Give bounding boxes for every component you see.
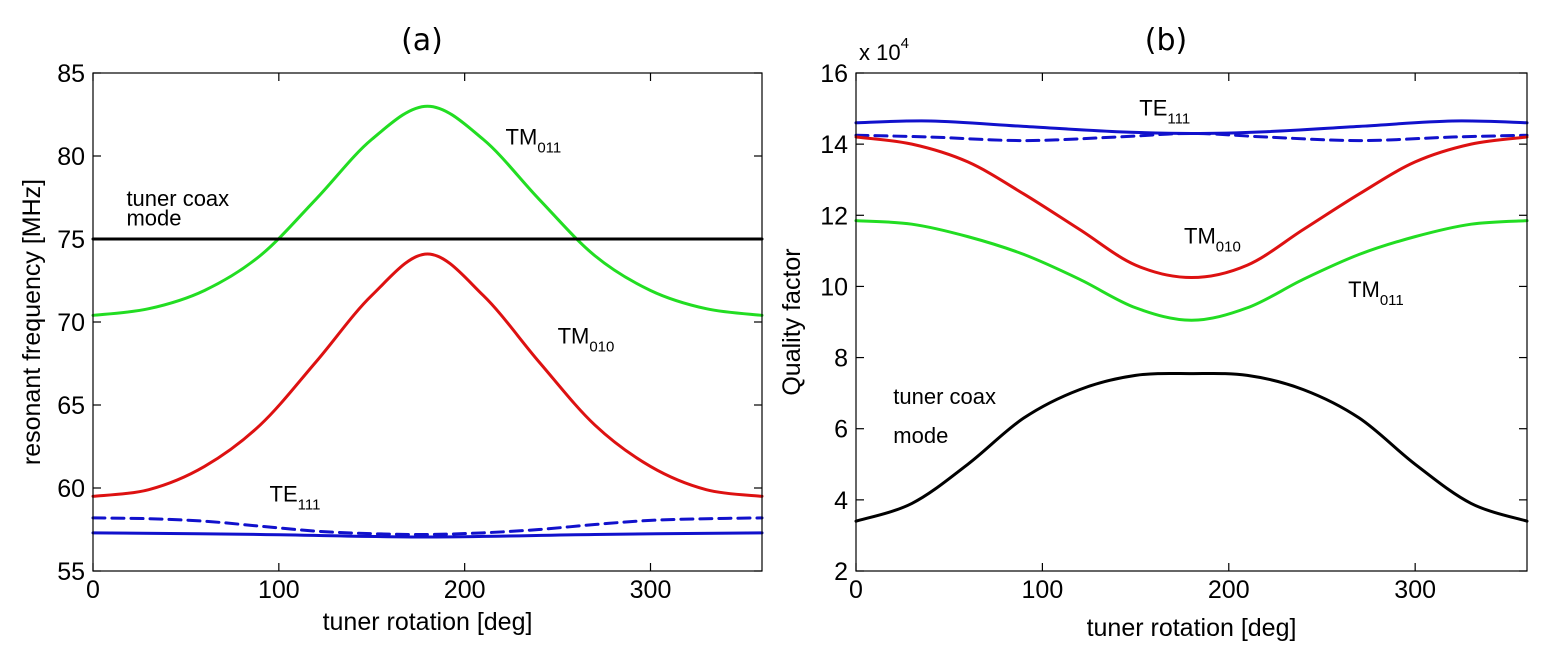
- series-line-b-tm011: [854, 219, 1529, 322]
- chart-title-b: (b): [1145, 23, 1187, 58]
- series-line-b-te111-dashed: [854, 131, 1529, 143]
- y-tick-label-b-3: 8: [834, 345, 848, 373]
- series-line-a-tm011: [91, 104, 764, 317]
- scale-base: x 10: [859, 40, 901, 65]
- axes-box-b: [855, 72, 1528, 572]
- y-tick-label-a-4: 75: [57, 226, 85, 254]
- y-axis-label-a: resonant frequency [MHz]: [18, 179, 46, 465]
- series-line-b-tuner-coax-mode: [854, 371, 1529, 523]
- series-line-a-tm010: [91, 252, 764, 498]
- series-line-b-tm010: [854, 135, 1529, 280]
- series-line-a-te111-dashed: [91, 516, 764, 537]
- chart-title-a: (a): [401, 23, 443, 58]
- annotation-a-4: TE111: [270, 481, 321, 513]
- annotation-b-1: TM010: [1184, 224, 1241, 256]
- annotation-a-3: TM010: [558, 324, 615, 356]
- series-line-b-te111-solid: [854, 119, 1529, 135]
- x-tick-label-a-3: 300: [630, 576, 672, 604]
- series-line-a-te111-solid: [91, 531, 764, 539]
- series-group-b: [854, 119, 1529, 523]
- y-tick-label-a-0: 55: [57, 558, 85, 586]
- annotation-b-0: TE111: [1139, 96, 1190, 128]
- x-axis-label-b: tuner rotation [deg]: [1087, 614, 1297, 642]
- y-tick-label-a-3: 70: [57, 309, 85, 337]
- y-tick-label-b-6: 14: [820, 131, 848, 159]
- x-axis-label-a: tuner rotation [deg]: [323, 608, 533, 636]
- y-tick-label-a-2: 65: [57, 392, 85, 420]
- x-tick-label-b-1: 100: [1022, 576, 1064, 604]
- annotation-b-3: tuner coax: [893, 384, 996, 409]
- annotation-b-4: mode: [893, 423, 948, 448]
- y-tick-label-b-0: 2: [834, 558, 848, 586]
- chart-panel-b: (b) 0 100 200 300 2 4 6 8 10 12 14 16 tuner rotation …: [778, 23, 1529, 642]
- chart-panel-a: (a) 0 100 200 300 55 60 65 70 75 80 85 tuner rotatio…: [18, 23, 764, 636]
- y-tick-label-b-2: 6: [834, 416, 848, 444]
- annotation-a-0: TM011: [506, 124, 562, 156]
- x-tick-label-b-2: 200: [1208, 576, 1250, 604]
- axes-box-a: [92, 72, 763, 572]
- series-group-a: [91, 104, 764, 539]
- annotation-b-2: TM011: [1348, 277, 1404, 309]
- annotation-a-1: tuner coax: [126, 186, 229, 211]
- x-tick-label-a-2: 200: [444, 576, 486, 604]
- x-tick-label-a-0: 0: [86, 576, 100, 604]
- y-tick-label-b-7: 16: [820, 60, 848, 88]
- y-scale-multiplier-b: x 104: [859, 35, 909, 65]
- y-tick-label-a-5: 80: [57, 143, 85, 171]
- y-tick-label-a-6: 85: [57, 60, 85, 88]
- y-tick-label-a-1: 60: [57, 475, 85, 503]
- x-tick-label-a-1: 100: [258, 576, 300, 604]
- annotation-a-2: mode: [126, 206, 181, 231]
- x-tick-label-b-3: 300: [1394, 576, 1436, 604]
- scale-exponent: 4: [901, 35, 909, 52]
- y-tick-label-b-1: 4: [834, 487, 848, 515]
- y-tick-label-b-4: 10: [820, 273, 848, 301]
- y-tick-label-b-5: 12: [820, 202, 848, 230]
- x-tick-label-b-0: 0: [849, 576, 863, 604]
- y-axis-label-b: Quality factor: [778, 248, 806, 395]
